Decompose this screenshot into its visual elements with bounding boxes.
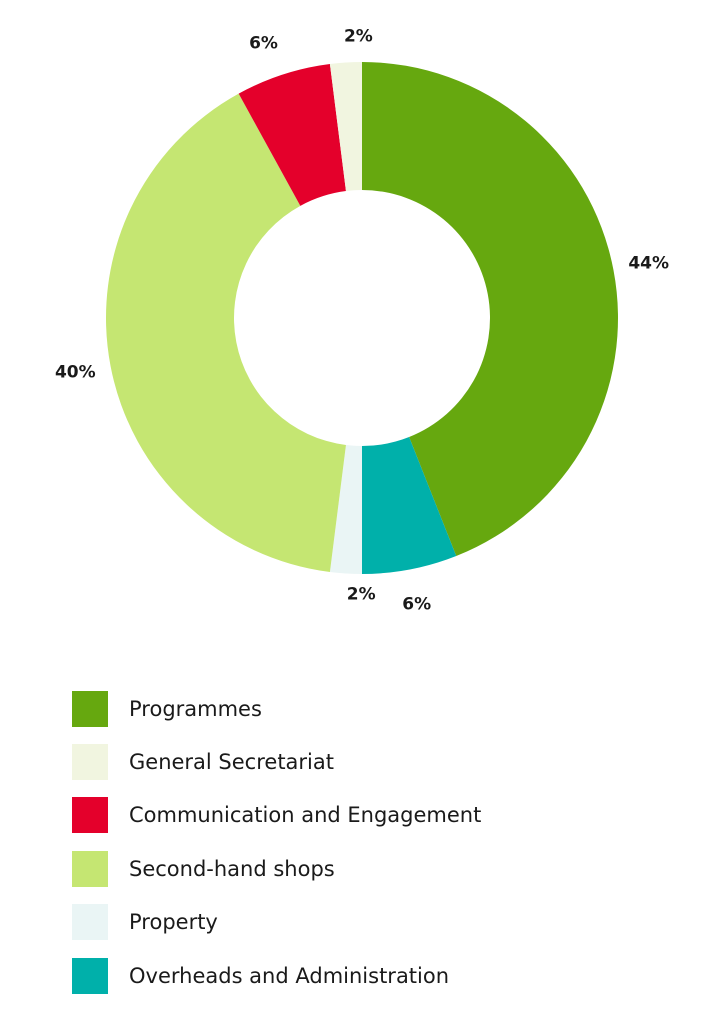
legend-swatch [72, 850, 108, 887]
legend-item-overheads-and-administration: Overheads and Administration [72, 949, 692, 1002]
legend-label: Second-hand shops [129, 856, 335, 881]
label-overheads-and-administration: 6% [402, 595, 431, 615]
legend-swatch [72, 690, 108, 727]
donut-slices [105, 62, 618, 574]
slice-second-hand-shops [105, 93, 346, 572]
legend-swatch [72, 797, 108, 834]
legend-item-programmes: Programmes [72, 682, 692, 735]
legend-label: Overheads and Administration [129, 963, 450, 988]
donut-chart: 44% 6% 2% 40% 6% 2% [55, 26, 669, 614]
legend-label: Programmes [129, 696, 262, 721]
slice-general-secretariat [329, 62, 362, 192]
legend-swatch [72, 904, 108, 941]
slice-overheads-and-administration [362, 437, 457, 574]
slice-labels: 44% 6% 2% 40% 6% 2% [55, 26, 669, 614]
legend-label: General Secretariat [129, 750, 334, 775]
slice-communication-and-engagement [238, 64, 346, 206]
label-second-hand-shops: 40% [55, 363, 96, 383]
legend-label: Property [129, 910, 218, 935]
slice-programmes [362, 62, 618, 557]
legend-item-general-secretariat: General Secretariat [72, 735, 692, 788]
legend-item-property: Property [72, 896, 692, 949]
label-general-secretariat: 2% [344, 26, 373, 46]
legend-item-communication-and-engagement: Communication and Engagement [72, 789, 692, 842]
label-communication-and-engagement: 6% [249, 33, 278, 53]
legend-swatch [72, 957, 108, 994]
chart-legend: Programmes General Secretariat Communicati… [72, 682, 692, 1002]
legend-swatch [72, 744, 108, 781]
label-programmes: 44% [628, 253, 669, 273]
legend-label: Communication and Engagement [129, 803, 482, 828]
slice-property [329, 444, 362, 574]
label-property: 2% [347, 584, 376, 604]
legend-item-second-hand-shops: Second-hand shops [72, 842, 692, 895]
